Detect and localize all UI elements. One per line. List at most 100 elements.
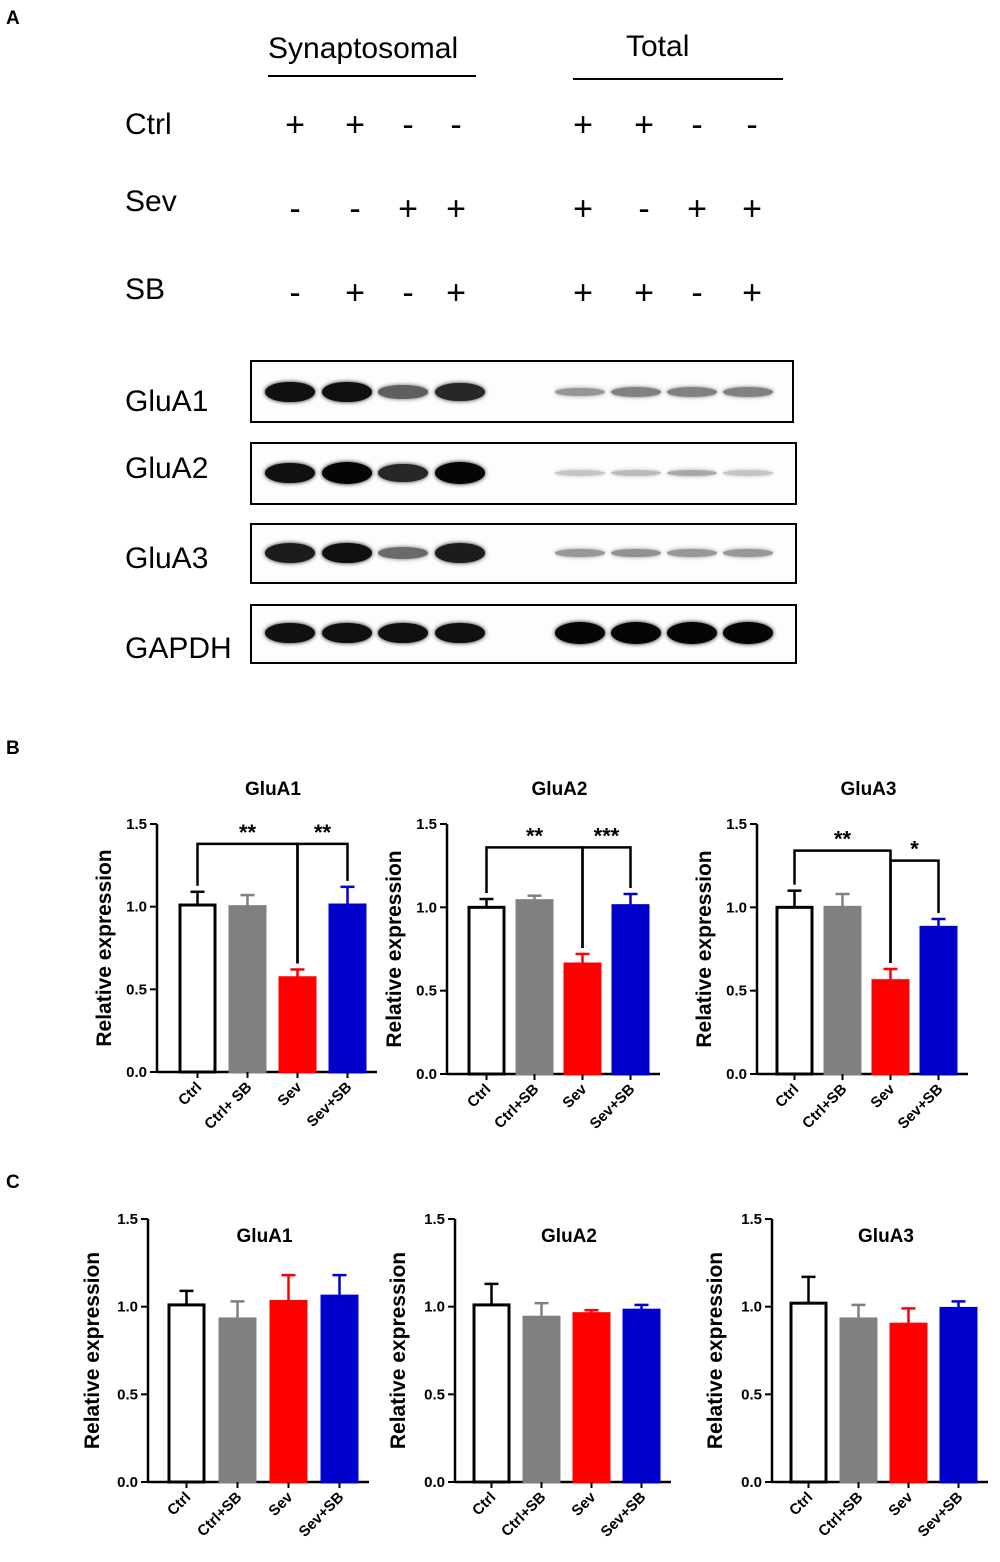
blot-band: [378, 463, 428, 483]
bar-sev-sb: [622, 1308, 661, 1484]
y-tick-label: 1.0: [117, 1299, 138, 1316]
treatment-sign: +: [573, 274, 593, 312]
bar-ctrl-sb: [515, 899, 554, 1076]
treatment-sign: +: [742, 190, 762, 228]
y-axis-label: Relative expression: [704, 1252, 727, 1449]
treatment-sign: +: [742, 274, 762, 312]
y-axis-label: Relative expression: [387, 1252, 410, 1449]
significance-label: ***: [594, 823, 620, 848]
blot-band: [723, 470, 773, 476]
panel-label-a: A: [6, 8, 20, 29]
blot-band: [555, 470, 605, 476]
x-tick-label: Ctrl+SB: [194, 1489, 245, 1540]
blot-band: [265, 543, 315, 563]
blot-band: [723, 387, 773, 397]
bar-sev-sb: [320, 1294, 359, 1484]
y-tick-label: 0.5: [726, 983, 747, 1000]
treatment-sign: -: [691, 274, 703, 312]
y-tick-label: 0.0: [126, 1064, 147, 1081]
y-tick-label: 0.0: [416, 1066, 437, 1083]
chart-title: GluA1: [245, 779, 301, 800]
x-tick-label: Sev: [559, 1080, 590, 1111]
y-tick-label: 0.5: [424, 1386, 445, 1403]
blot-band: [667, 622, 717, 644]
x-tick-label: Sev: [568, 1488, 599, 1519]
bar-ctrl-sb: [228, 905, 267, 1074]
treatment-sign: +: [285, 106, 305, 144]
y-tick-label: 0.0: [424, 1474, 445, 1491]
y-tick-label: 1.5: [416, 816, 437, 833]
blot-band: [378, 622, 428, 644]
bar-ctrl: [167, 1303, 206, 1484]
treatment-sign: -: [349, 190, 361, 228]
y-tick-label: 0.0: [726, 1066, 747, 1083]
bar-sev: [889, 1322, 928, 1484]
y-axis-label: Relative expression: [383, 850, 406, 1047]
y-tick-label: 1.0: [126, 899, 147, 916]
chart-c-glua2: GluA2 Relative expression 0.0 0.5 1.0 1.5 Ctrl…: [387, 1211, 671, 1541]
blot-band: [378, 546, 428, 560]
y-tick-label: 1.5: [424, 1211, 445, 1228]
bar-ctrl: [775, 905, 814, 1076]
blot-band: [265, 462, 315, 484]
x-tick-label: Ctrl+ SB: [201, 1079, 255, 1133]
blot-band: [378, 385, 428, 399]
bar-ctrl: [472, 1303, 511, 1484]
y-tick-label: 0.5: [741, 1386, 762, 1403]
treatment-sign: +: [345, 106, 365, 144]
blot-band: [265, 622, 315, 644]
x-tick-label: Ctrl+SB: [815, 1489, 866, 1540]
chart-b-glua1: GluA1 Relative expression 0.0 0.5 1.0 1.5 Ctrl…: [93, 779, 377, 1133]
blot-band: [667, 469, 717, 477]
x-tick-label: Ctrl+SB: [498, 1489, 549, 1540]
bar-ctrl-sb: [823, 905, 862, 1076]
treatment-sign: +: [634, 274, 654, 312]
x-tick-label: Ctrl+SB: [491, 1081, 542, 1132]
blot-band: [667, 549, 717, 557]
y-axis-label: Relative expression: [93, 849, 116, 1046]
treatment-sign: +: [345, 274, 365, 312]
blot-band: [611, 622, 661, 644]
bar-sev-sb: [328, 903, 367, 1074]
y-tick-label: 0.0: [117, 1474, 138, 1491]
chart-title: GluA2: [532, 779, 588, 800]
bar-sev: [572, 1312, 611, 1484]
y-axis-label: Relative expression: [81, 1252, 104, 1449]
x-tick-label: Ctrl+SB: [799, 1081, 850, 1132]
bar-ctrl-sb: [522, 1315, 561, 1484]
x-tick-label: Sev+SB: [295, 1489, 347, 1541]
bar-sev-sb: [919, 925, 958, 1076]
bar-ctrl: [789, 1301, 828, 1484]
bar-ctrl: [467, 905, 506, 1076]
y-tick-label: 1.0: [726, 899, 747, 916]
synaptosomal-group-label: Synaptosomal: [268, 32, 459, 65]
treatment-label-sev: Sev: [125, 185, 177, 218]
protein-label-glua2: GluA2: [125, 452, 209, 485]
bar-sev: [269, 1299, 308, 1484]
y-tick-label: 1.0: [741, 1299, 762, 1316]
chart-title: GluA1: [237, 1226, 293, 1247]
blot-band: [667, 387, 717, 397]
x-tick-label: Sev+SB: [586, 1081, 638, 1133]
bar-sev: [871, 979, 910, 1076]
treatment-label-ctrl: Ctrl: [125, 108, 172, 141]
blot-band: [322, 381, 372, 403]
treatment-sign: +: [573, 106, 593, 144]
x-tick-label: Sev: [885, 1488, 916, 1519]
significance-bracket: [889, 859, 940, 963]
blot-band: [555, 622, 605, 644]
treatment-sign: -: [450, 106, 462, 144]
x-tick-label: Sev: [265, 1488, 296, 1519]
x-tick-label: Ctrl: [175, 1079, 205, 1109]
y-tick-label: 1.5: [117, 1211, 138, 1228]
blot-band: [611, 548, 661, 558]
blot-band: [723, 622, 773, 644]
chart-title: GluA3: [841, 779, 897, 800]
bar-sev-sb: [939, 1306, 978, 1484]
significance-label: **: [526, 823, 544, 848]
significance-bracket: [296, 842, 349, 964]
y-tick-label: 1.5: [126, 816, 147, 833]
total-group-label: Total: [626, 30, 690, 63]
x-tick-label: Sev+SB: [303, 1079, 355, 1131]
